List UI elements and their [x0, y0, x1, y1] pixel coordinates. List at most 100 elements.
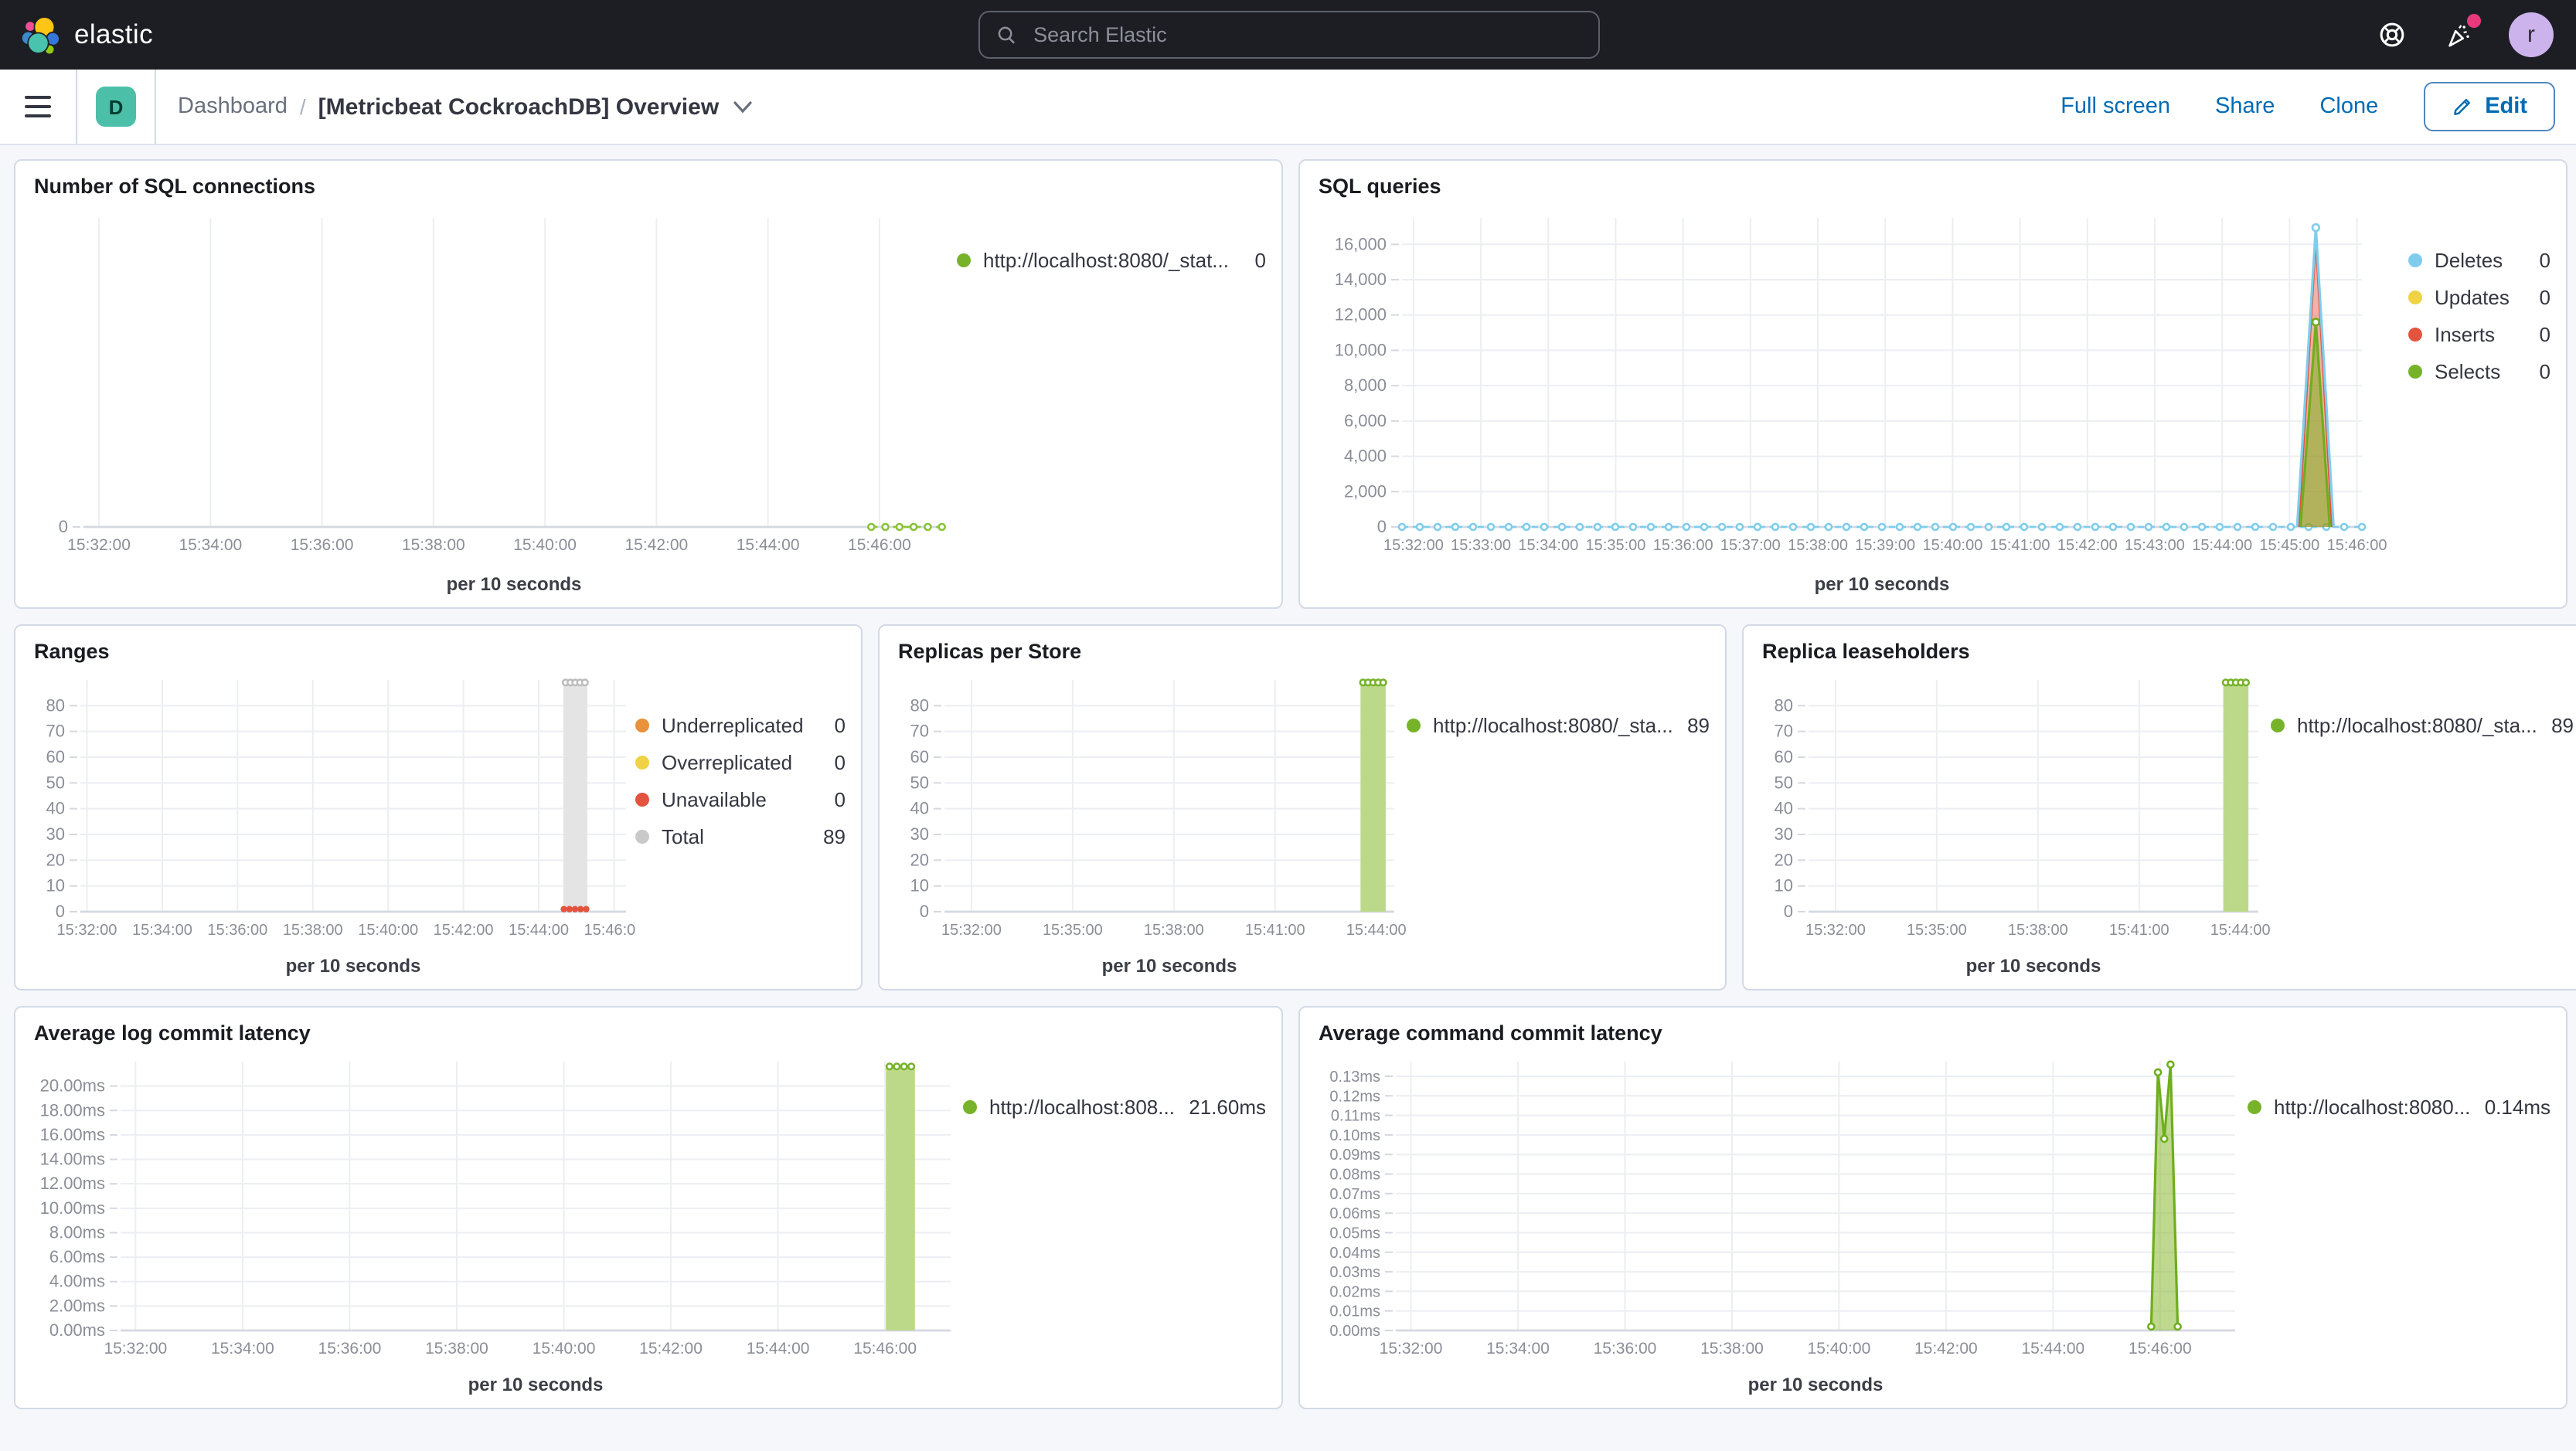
breadcrumb-dashboard-link[interactable]: Dashboard — [178, 94, 288, 119]
svg-text:15:40:00: 15:40:00 — [533, 1340, 596, 1358]
svg-text:0.12ms: 0.12ms — [1329, 1088, 1380, 1105]
legend-item[interactable]: Overreplicated 0 — [635, 751, 846, 774]
legend-series-value: 0 — [2539, 249, 2550, 272]
panel-title: Average log commit latency — [34, 1021, 311, 1045]
global-search[interactable] — [978, 11, 1599, 59]
svg-text:15:40:00: 15:40:00 — [358, 922, 418, 939]
svg-text:15:38:00: 15:38:00 — [402, 536, 465, 554]
full-screen-button[interactable]: Full screen — [2060, 94, 2171, 119]
title-menu-button[interactable] — [733, 100, 753, 114]
svg-text:50: 50 — [46, 773, 65, 792]
menu-button[interactable] — [0, 96, 76, 117]
chart-legend: http://localhost:8080... 0.14ms — [2248, 1049, 2550, 1395]
svg-text:16,000: 16,000 — [1335, 234, 1387, 253]
share-button[interactable]: Share — [2215, 94, 2275, 119]
legend-series-label: http://localhost:8080... — [2274, 1096, 2471, 1119]
legend-item[interactable]: Deletes 0 — [2408, 249, 2550, 272]
svg-text:10: 10 — [46, 876, 65, 895]
legend-item[interactable]: Selects 0 — [2408, 360, 2550, 383]
panel-title: Average command commit latency — [1319, 1021, 1662, 1045]
edit-button[interactable]: Edit — [2423, 82, 2555, 131]
svg-text:80: 80 — [910, 695, 929, 715]
search-input[interactable] — [1030, 22, 1581, 48]
svg-text:40: 40 — [910, 799, 929, 818]
svg-text:20.00ms: 20.00ms — [40, 1076, 105, 1096]
legend-series-label: Updates — [2435, 286, 2510, 309]
svg-text:15:36:00: 15:36:00 — [318, 1340, 382, 1358]
legend-series-value: 0 — [1254, 249, 1266, 272]
user-avatar[interactable]: r — [2509, 12, 2554, 57]
divider — [76, 70, 77, 144]
legend-series-value: 89 — [823, 825, 846, 848]
svg-text:10: 10 — [1775, 876, 1793, 895]
legend-item[interactable]: Total 89 — [635, 825, 846, 848]
svg-text:15:35:00: 15:35:00 — [1586, 537, 1646, 554]
svg-text:15:40:00: 15:40:00 — [1922, 537, 1982, 554]
legend-item[interactable]: Underreplicated 0 — [635, 714, 846, 737]
help-button[interactable] — [2376, 19, 2407, 50]
svg-text:12,000: 12,000 — [1335, 305, 1387, 325]
chart-legend: http://localhost:8080/_stat... 0 — [957, 202, 1266, 595]
svg-text:15:38:00: 15:38:00 — [2008, 922, 2068, 939]
life-buoy-icon — [2379, 22, 2404, 47]
svg-text:15:34:00: 15:34:00 — [211, 1340, 274, 1358]
legend-item[interactable]: Unavailable 0 — [635, 788, 846, 811]
legend-item[interactable]: Updates 0 — [2408, 286, 2550, 309]
chevron-down-icon — [733, 100, 752, 113]
space-badge[interactable]: D — [96, 87, 136, 127]
breadcrumb-separator: / — [299, 94, 306, 119]
chart-legend: http://localhost:808... 21.60ms — [963, 1049, 1266, 1395]
legend-series-dot-icon — [963, 1100, 977, 1114]
svg-text:15:32:00: 15:32:00 — [1380, 1340, 1443, 1358]
svg-text:0.09ms: 0.09ms — [1329, 1147, 1380, 1164]
svg-text:70: 70 — [910, 722, 929, 741]
svg-text:40: 40 — [46, 799, 65, 818]
svg-text:15:44:00: 15:44:00 — [2192, 537, 2252, 554]
elastic-logo[interactable]: elastic — [0, 15, 172, 55]
top-header-bar: elastic — [0, 0, 2576, 70]
legend-series-dot-icon — [2408, 253, 2422, 267]
svg-text:30: 30 — [1775, 824, 1793, 844]
svg-text:15:44:00: 15:44:00 — [2210, 922, 2271, 939]
svg-text:15:32:00: 15:32:00 — [67, 536, 131, 554]
svg-text:15:46:00: 15:46:00 — [2129, 1340, 2192, 1358]
svg-text:70: 70 — [1775, 722, 1793, 741]
legend-series-label: Total — [662, 825, 704, 848]
legend-series-dot-icon — [635, 719, 649, 732]
svg-text:15:34:00: 15:34:00 — [179, 536, 242, 554]
svg-text:15:40:00: 15:40:00 — [513, 536, 577, 554]
panel-title: Replicas per Store — [898, 640, 1082, 663]
svg-text:0: 0 — [1784, 902, 1793, 921]
legend-series-label: Selects — [2435, 360, 2501, 383]
panel-title: SQL queries — [1319, 175, 1441, 198]
svg-text:15:37:00: 15:37:00 — [1720, 537, 1781, 554]
legend-series-value: 0 — [2539, 323, 2550, 346]
legend-item[interactable]: http://localhost:808... 21.60ms — [963, 1096, 1266, 1119]
log-commit-latency-chart: 0.00ms 2.00ms 4.00ms 6.00ms 8.00ms 10.00ms 12.… — [40, 1062, 951, 1358]
svg-text:15:36:00: 15:36:00 — [1594, 1340, 1657, 1358]
legend-item[interactable]: Inserts 0 — [2408, 323, 2550, 346]
legend-series-dot-icon — [635, 793, 649, 807]
legend-item[interactable]: http://localhost:8080/_stat... 0 — [957, 249, 1266, 272]
legend-item[interactable]: http://localhost:8080... 0.14ms — [2248, 1096, 2550, 1119]
svg-text:15:46:00: 15:46:00 — [853, 1340, 917, 1358]
svg-text:15:46:00: 15:46:00 — [2327, 537, 2387, 554]
clone-button[interactable]: Clone — [2319, 94, 2379, 119]
svg-text:20: 20 — [46, 850, 65, 869]
svg-text:0: 0 — [920, 902, 929, 921]
panel-number-of-sql-connections: Number of SQL connections 0 15:32:00 15:34… — [14, 159, 1283, 609]
panel-replicas-per-store: Replicas per Store 0 10 20 30 40 50 60 70 80 15:3… — [878, 624, 1727, 991]
svg-text:15:40:00: 15:40:00 — [1808, 1340, 1871, 1358]
x-axis-caption: per 10 seconds — [468, 1374, 604, 1395]
whats-new-button[interactable] — [2442, 13, 2481, 50]
svg-text:15:32:00: 15:32:00 — [57, 922, 117, 939]
svg-text:80: 80 — [1775, 695, 1793, 715]
legend-item[interactable]: http://localhost:8080/_sta... 89 — [1407, 714, 1710, 737]
svg-text:10: 10 — [910, 876, 929, 895]
svg-text:15:36:00: 15:36:00 — [291, 536, 354, 554]
svg-text:15:43:00: 15:43:00 — [2125, 537, 2185, 554]
svg-text:15:38:00: 15:38:00 — [1700, 1340, 1764, 1358]
legend-item[interactable]: http://localhost:8080/_sta... 89 — [2271, 714, 2574, 737]
svg-text:15:44:00: 15:44:00 — [509, 922, 569, 939]
